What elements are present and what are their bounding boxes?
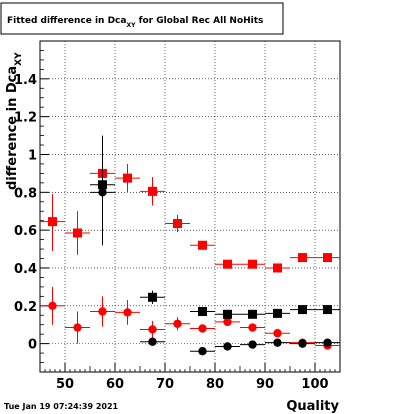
data-point-circle: [198, 324, 207, 333]
data-point-square: [273, 308, 282, 318]
chart-title-suffix: for Global Rec All NoHits: [135, 16, 263, 26]
y-tick-label: 1.2: [14, 111, 37, 126]
data-point-circle: [123, 308, 132, 317]
data-point-square: [123, 173, 132, 183]
y-tick-label: 0.2: [14, 300, 37, 315]
data-point-circle: [48, 301, 57, 310]
x-tick-label: 100: [301, 377, 328, 392]
x-tick-label: 70: [156, 377, 174, 392]
y-tick-label: 1: [28, 148, 37, 163]
data-point-square: [298, 305, 307, 315]
y-tick-label: 0.6: [14, 224, 37, 239]
data-point-circle: [148, 325, 157, 334]
x-tick-label: 80: [206, 377, 224, 392]
chart-title-subscript: XY: [126, 22, 136, 29]
x-tick-labels: 50 60 70 80 90 100: [56, 377, 329, 392]
data-point-circle: [223, 317, 232, 327]
data-point-square: [73, 228, 82, 238]
data-point-square: [298, 253, 307, 263]
data-point-circle: [248, 323, 257, 332]
y-tick-label: 0.4: [14, 262, 37, 277]
data-point-square: [198, 306, 207, 316]
data-point-square: [248, 309, 257, 319]
data-point-square: [323, 253, 332, 263]
data-point-circle: [98, 188, 107, 197]
x-tick-label: 90: [256, 377, 274, 392]
data-point-square: [198, 240, 207, 250]
data-point-circle: [198, 346, 207, 356]
data-point-square: [248, 259, 257, 269]
y-tick-label: 0: [28, 338, 37, 353]
y-axis-label: difference in DcaXY: [5, 52, 24, 190]
data-point-circle: [73, 323, 82, 332]
x-tick-label: 50: [56, 377, 74, 392]
y-axis-label-main: difference in Dca: [5, 66, 20, 190]
title-box: Fitted difference in DcaXY for Global Re…: [0, 2, 284, 35]
data-point-circle: [248, 340, 257, 349]
data-point-square: [223, 309, 232, 319]
data-point-square: [48, 217, 57, 227]
plot-frame: [39, 40, 341, 373]
axis-ticks: [39, 50, 341, 372]
chart-title: Fitted difference in DcaXY for Global Re…: [7, 16, 263, 29]
y-tick-labels: 0 0.2 0.4 0.6 0.8 1 1.2 1.4: [14, 73, 37, 353]
y-tick-label: 1.4: [14, 73, 37, 88]
y-axis-label-subscript: XY: [14, 52, 24, 66]
data-point-square: [223, 259, 232, 269]
data-point-circle: [323, 338, 332, 347]
data-point-circle: [298, 339, 307, 348]
chart-title-main: Fitted difference in Dca: [7, 16, 126, 26]
data-point-square: [148, 186, 157, 196]
data-points: [40, 135, 340, 356]
x-tick-label: 60: [106, 377, 124, 392]
data-point-circle: [273, 329, 282, 338]
x-axis-label: Quality: [286, 399, 339, 414]
data-point-circle: [223, 342, 232, 351]
grid: [40, 41, 340, 372]
data-point-circle: [148, 337, 157, 346]
data-point-circle: [98, 307, 107, 316]
series-3: [90, 135, 340, 356]
footer-timestamp: Tue Jan 19 07:24:39 2021: [4, 402, 119, 411]
data-point-square: [323, 305, 332, 315]
data-point-circle: [173, 319, 182, 328]
data-point-circle: [273, 338, 282, 347]
y-tick-label: 0.8: [14, 186, 37, 201]
data-point-square: [148, 292, 157, 302]
data-point-square: [273, 263, 282, 273]
data-point-square: [173, 219, 182, 229]
